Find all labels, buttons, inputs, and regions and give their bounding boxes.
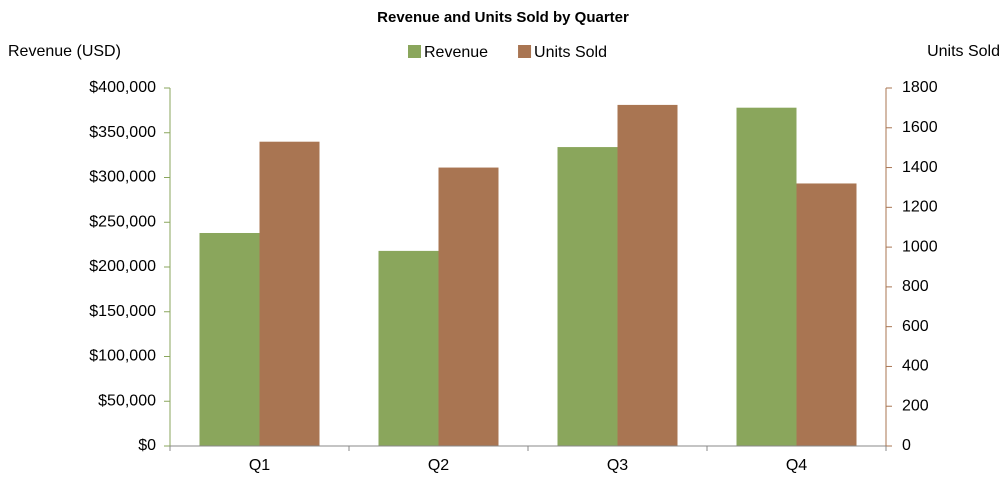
x-tick-label: Q4	[786, 457, 807, 474]
y2-tick-label: 800	[902, 278, 929, 295]
y-tick-label: $0	[138, 437, 156, 454]
y2-tick-label: 0	[902, 437, 911, 454]
y2-tick-label: 600	[902, 318, 929, 335]
legend-swatch	[408, 45, 421, 58]
bar	[438, 167, 499, 447]
chart-title: Revenue and Units Sold by Quarter	[377, 9, 629, 26]
bar	[259, 141, 320, 446]
bar	[736, 107, 797, 446]
bar	[796, 183, 857, 446]
y-tick-label: $300,000	[89, 169, 156, 186]
y2-tick-label: 1000	[902, 238, 938, 255]
y-axis-label: Revenue (USD)	[8, 43, 121, 60]
y-tick-label: $200,000	[89, 258, 156, 275]
legend-label: Units Sold	[534, 44, 607, 61]
bar	[617, 104, 678, 447]
y2-axis-label: Units Sold	[927, 43, 1000, 60]
y2-tick-label: 400	[902, 358, 929, 375]
legend-label: Revenue	[424, 44, 488, 61]
bar	[557, 147, 618, 446]
y-tick-label: $400,000	[89, 79, 156, 96]
bar	[378, 250, 439, 446]
y-tick-label: $100,000	[89, 348, 156, 365]
x-tick-label: Q2	[428, 457, 449, 474]
y2-tick-label: 1200	[902, 199, 938, 216]
bar	[199, 232, 260, 446]
y-tick-label: $50,000	[98, 392, 156, 409]
y-tick-label: $250,000	[89, 213, 156, 230]
y2-tick-label: 1800	[902, 79, 938, 96]
y2-tick-label: 1600	[902, 119, 938, 136]
y-tick-label: $150,000	[89, 303, 156, 320]
y-tick-label: $350,000	[89, 124, 156, 141]
x-tick-label: Q3	[607, 457, 628, 474]
y2-tick-label: 1400	[902, 159, 938, 176]
y2-tick-label: 200	[902, 397, 929, 414]
x-tick-label: Q1	[249, 457, 270, 474]
legend-swatch	[518, 45, 532, 58]
